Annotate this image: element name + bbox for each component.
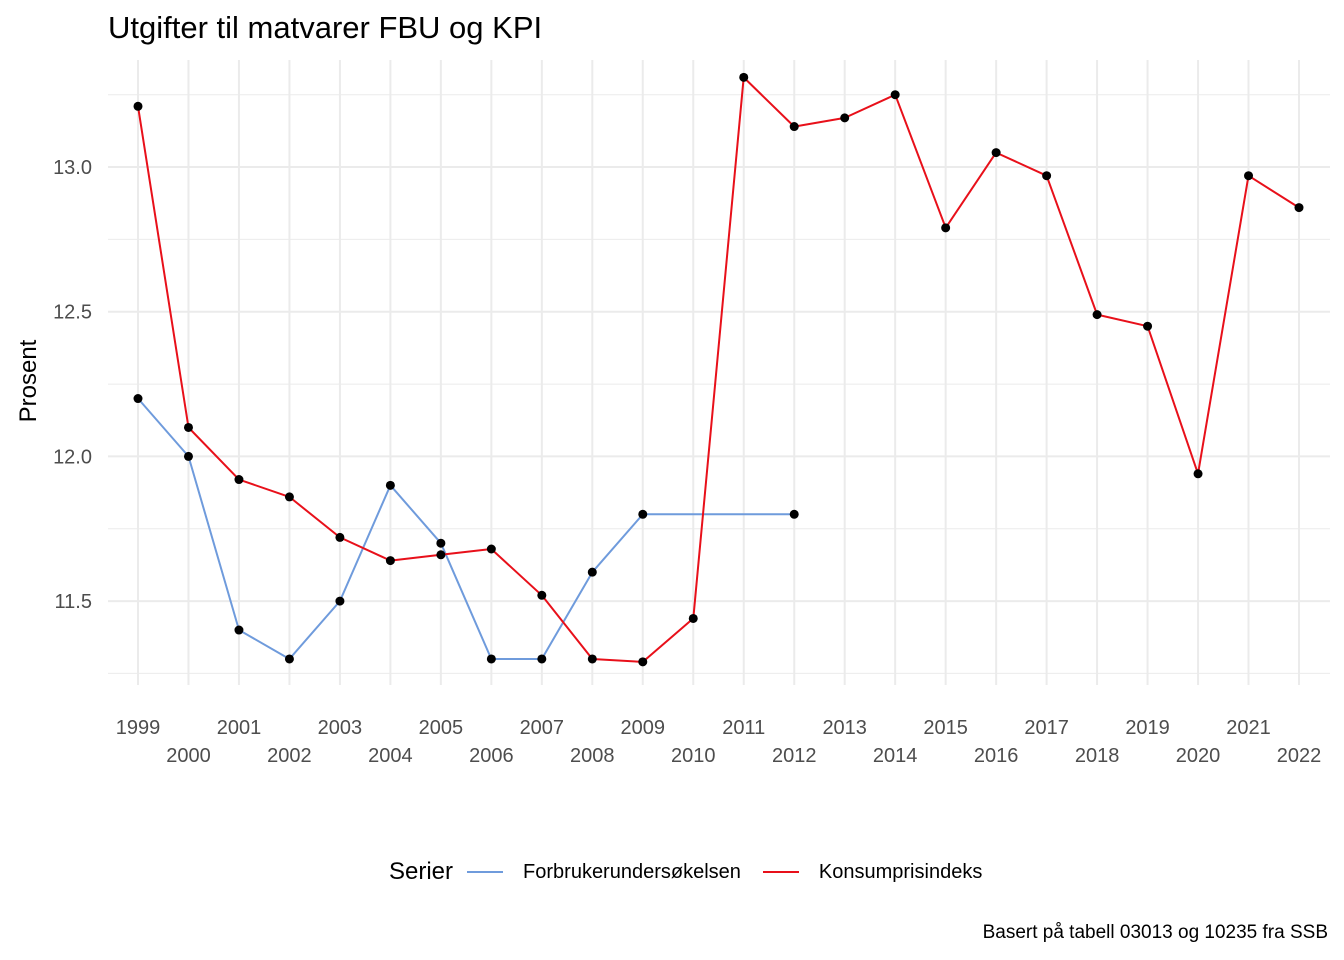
x-tick-label: 2005 [419,717,464,739]
data-point-forbrukerundersokelsen [284,654,294,664]
data-point-konsumprisindeks [739,72,749,82]
chart-title: Utgifter til matvarer FBU og KPI [108,10,543,45]
data-point-forbrukerundersokelsen [638,509,648,519]
data-point-konsumprisindeks [1193,469,1203,479]
legend-item-konsumprisindeks: Konsumprisindeks [762,860,983,884]
legend-label: Konsumprisindeks [818,860,983,883]
data-point-konsumprisindeks [537,590,547,600]
x-tick-label: 2006 [469,745,514,767]
x-tick-label: 2003 [318,717,363,739]
x-tick-label: 2010 [671,745,716,767]
legend-title: Serier [389,858,454,885]
data-point-konsumprisindeks [183,422,193,432]
data-point-forbrukerundersokelsen [183,451,193,461]
data-point-konsumprisindeks [688,613,698,623]
series-line-forbrukerundersokelsen [137,397,795,660]
x-tick-label: 2004 [368,745,413,767]
chart-caption: Basert på tabell 03013 og 10235 fra SSB [982,922,1328,943]
y-tick-label: 12.5 [53,302,92,324]
x-tick-label: 2002 [267,745,312,767]
grid-major [108,60,1330,685]
data-point-konsumprisindeks [486,544,496,554]
data-point-konsumprisindeks [234,475,244,485]
y-tick-label: 12.0 [53,446,92,468]
legend-label: Forbrukerundersøkelsen [523,860,741,883]
y-tick-label: 11.5 [55,591,92,613]
data-point-konsumprisindeks [335,532,345,542]
data-point-forbrukerundersokelsen [789,509,799,519]
data-point-konsumprisindeks [436,550,446,560]
data-point-konsumprisindeks [789,122,799,132]
series-lines [137,76,1300,663]
series-line-konsumprisindeks [137,76,1300,663]
data-point-forbrukerundersokelsen [133,394,143,404]
x-tick-label: 2019 [1125,717,1170,739]
legend: Serier Forbrukerundersøkelsen Konsumpris… [389,855,1004,889]
grid-minor [108,94,1330,674]
data-point-konsumprisindeks [1294,203,1304,213]
x-tick-label: 2014 [873,745,918,767]
x-tick-label: 2015 [923,717,968,739]
y-axis-tick-labels: 11.5 12.0 12.5 13.0 [53,157,92,613]
data-point-konsumprisindeks [1042,171,1052,181]
data-point-konsumprisindeks [284,492,294,502]
data-point-forbrukerundersokelsen [537,654,547,664]
x-tick-label: 2022 [1277,745,1322,767]
x-tick-label: 2011 [722,717,765,739]
legend-key-line [762,871,799,873]
data-point-konsumprisindeks [587,654,597,664]
x-tick-label: 2013 [822,717,867,739]
data-point-forbrukerundersokelsen [486,654,496,664]
x-tick-label: 1999 [116,717,161,739]
data-points [133,72,1304,667]
legend-key-line [467,871,504,873]
data-point-konsumprisindeks [1244,171,1254,181]
x-tick-label: 2020 [1176,745,1221,767]
y-axis-label: Prosent [15,339,42,422]
y-tick-label: 13.0 [53,157,92,179]
legend-item-forbrukerundersokelsen: Forbrukerundersøkelsen [467,861,741,884]
data-point-forbrukerundersokelsen [234,625,244,635]
data-point-konsumprisindeks [638,657,648,667]
x-tick-label: 2001 [217,717,262,739]
x-tick-label: 2008 [570,745,615,767]
x-tick-label: 2016 [974,745,1019,767]
data-point-konsumprisindeks [840,113,850,123]
data-point-konsumprisindeks [991,148,1001,158]
x-tick-label: 2017 [1024,717,1069,739]
data-point-konsumprisindeks [1092,310,1102,320]
data-point-konsumprisindeks [941,223,951,233]
x-tick-label: 2000 [166,745,211,767]
data-point-forbrukerundersokelsen [436,538,446,548]
x-tick-label: 2021 [1226,717,1271,739]
data-point-konsumprisindeks [385,556,395,566]
x-tick-label: 2018 [1075,745,1120,767]
x-tick-label: 2012 [772,745,817,767]
data-point-forbrukerundersokelsen [385,480,395,490]
data-point-forbrukerundersokelsen [335,596,345,606]
data-point-konsumprisindeks [1143,321,1153,331]
x-tick-label: 2009 [621,717,666,739]
data-point-konsumprisindeks [890,90,900,100]
data-point-forbrukerundersokelsen [587,567,597,577]
x-tick-label: 2007 [520,717,565,739]
data-point-konsumprisindeks [133,101,143,111]
